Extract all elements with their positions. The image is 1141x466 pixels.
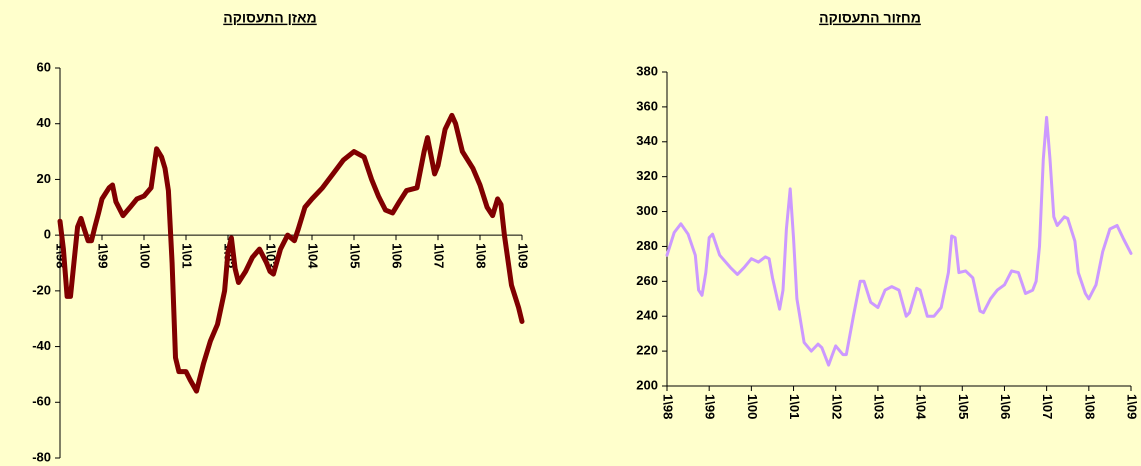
x-tick-label: 1\06 [998,394,1013,419]
y-tick-label: 320 [636,168,658,183]
y-tick-label: -20 [32,282,51,297]
y-tick-label: -60 [32,394,51,409]
y-tick-label: 280 [636,238,658,253]
x-tick-label: 1\05 [348,243,363,268]
y-tick-label: 260 [636,273,658,288]
x-tick-label: 1\00 [138,243,153,268]
y-tick-label: -80 [32,449,51,464]
y-tick-label: -40 [32,338,51,353]
y-tick-label: 380 [636,63,658,78]
y-tick-label: 200 [636,377,658,392]
x-tick-label: 1\07 [432,243,447,268]
x-tick-label: 1\02 [829,394,844,419]
x-tick-label: 1\04 [306,243,321,269]
x-tick-label: 1\03 [871,394,886,419]
x-tick-label: 1\06 [390,243,405,268]
x-tick-label: 1\08 [1082,394,1097,419]
chart-title: מאזן התעסוקה [223,10,316,26]
y-tick-label: 300 [636,203,658,218]
x-tick-label: 1\01 [180,243,195,268]
y-tick-label: 240 [636,308,658,323]
x-tick-label: 1\99 [96,243,111,268]
x-tick-label: 1\99 [703,394,718,419]
chart-title: מחזור התעסוקה [819,10,921,26]
y-tick-label: 20 [37,171,51,186]
y-tick-label: 360 [636,98,658,113]
y-tick-label: 40 [37,115,51,130]
x-tick-label: 1\04 [914,394,929,420]
y-tick-label: 0 [44,227,51,242]
x-tick-label: 1\00 [745,394,760,419]
x-tick-label: 1\07 [1040,394,1055,419]
x-tick-label: 1\08 [474,243,489,268]
y-tick-label: 340 [636,133,658,148]
y-tick-label: 220 [636,343,658,358]
x-tick-label: 1\05 [956,394,971,419]
data-line [665,115,1133,367]
x-tick-label: 1\09 [516,243,531,268]
x-tick-label: 1\01 [787,394,802,419]
y-tick-label: 60 [37,59,51,74]
x-tick-label: 1\98 [661,394,676,419]
x-tick-label: 1\09 [1125,394,1140,419]
data-line [57,112,525,394]
